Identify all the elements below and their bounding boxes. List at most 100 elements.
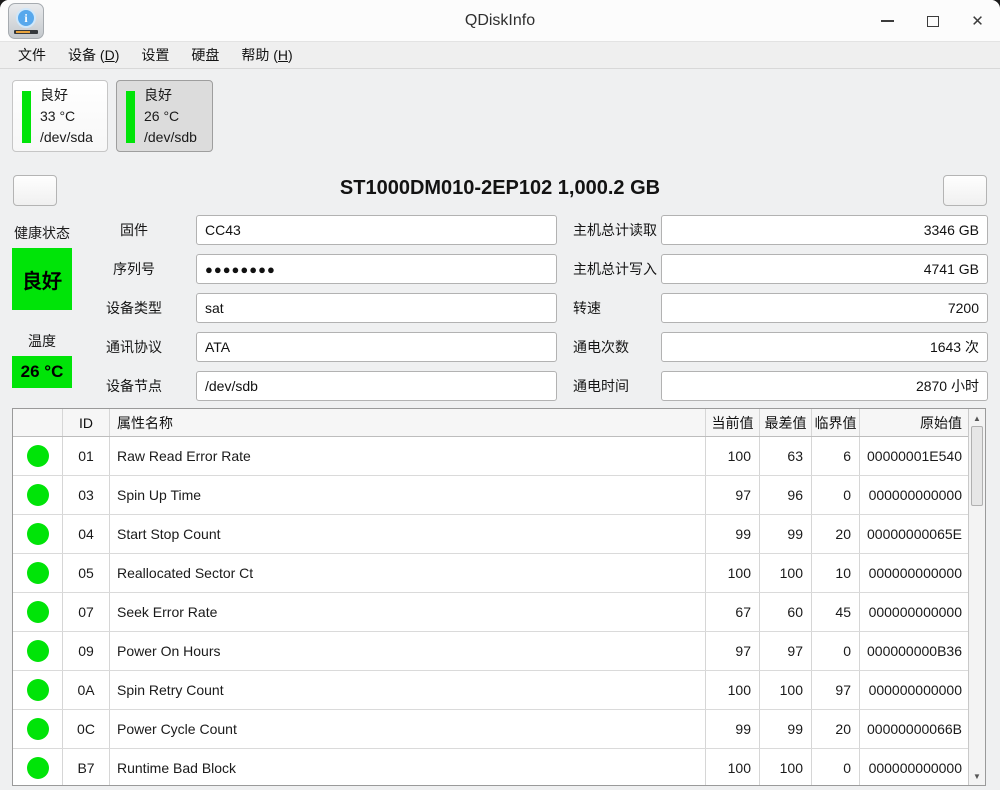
scroll-up-icon[interactable]: ▲ xyxy=(973,413,981,423)
menu-help-label: 帮助 ( xyxy=(241,47,278,63)
drive-device: /dev/sda xyxy=(40,129,93,145)
field-label: 固件 xyxy=(120,222,148,238)
cell-attribute-name: Power Cycle Count xyxy=(110,710,706,748)
status-dot-cell xyxy=(13,437,63,475)
drive-health-bar xyxy=(126,91,135,143)
menu-device[interactable]: 设备 (D) xyxy=(57,42,130,68)
cell-id: 09 xyxy=(63,632,110,670)
field-label: 通讯协议 xyxy=(106,339,162,355)
field-label: 通电次数 xyxy=(573,339,629,355)
header-threshold[interactable]: 临界值 xyxy=(812,409,860,436)
menu-file-label: 文件 xyxy=(18,47,46,63)
cell-current: 97 xyxy=(706,476,760,514)
status-dot-cell xyxy=(13,671,63,709)
minimize-button[interactable] xyxy=(865,0,910,42)
field-input[interactable] xyxy=(196,254,557,284)
cell-threshold: 0 xyxy=(812,476,860,514)
good-status-icon xyxy=(26,523,49,545)
status-dot-cell xyxy=(13,593,63,631)
cell-worst: 60 xyxy=(760,593,812,631)
drive-button-sdb[interactable]: 良好 26 °C /dev/sdb xyxy=(116,80,213,152)
field-input[interactable] xyxy=(661,215,988,245)
cell-threshold: 0 xyxy=(812,749,860,785)
field-input[interactable] xyxy=(196,293,557,323)
maximize-button[interactable] xyxy=(910,0,955,42)
drive-button-sda[interactable]: 良好 33 °C /dev/sda xyxy=(12,80,108,152)
smart-attribute-table: ID 属性名称 当前值 最差值 临界值 原始值 01 Raw Read Error… xyxy=(12,408,986,786)
header-raw-value[interactable]: 原始值 xyxy=(920,414,962,431)
prev-drive-button[interactable] xyxy=(13,175,57,206)
close-button[interactable]: ✕ xyxy=(955,0,1000,42)
cell-attribute-name: Start Stop Count xyxy=(110,515,706,553)
field-label: 序列号 xyxy=(113,261,155,277)
cell-current: 99 xyxy=(706,515,760,553)
table-row[interactable]: 01 Raw Read Error Rate 100 63 6 00000001E540 xyxy=(13,437,968,476)
cell-raw-value: 000000000000 xyxy=(868,760,962,776)
menu-help[interactable]: 帮助 (H) xyxy=(230,42,303,68)
status-dot-cell xyxy=(13,749,63,785)
table-row[interactable]: 09 Power On Hours 97 97 0 000000000B36 xyxy=(13,632,968,671)
health-status-badge[interactable]: 良好 xyxy=(12,248,72,310)
cell-id: 0A xyxy=(63,671,110,709)
cell-id: 05 xyxy=(63,554,110,592)
cell-raw-value: 00000000066B xyxy=(867,721,962,737)
cell-attribute-name: Seek Error Rate xyxy=(110,593,706,631)
menu-file[interactable]: 文件 xyxy=(7,42,57,68)
vertical-scrollbar[interactable]: ▲ ▼ xyxy=(968,409,985,785)
cell-raw-value: 000000000000 xyxy=(868,565,962,581)
scrollbar-thumb[interactable] xyxy=(971,426,983,506)
cell-threshold: 10 xyxy=(812,554,860,592)
cell-attribute-name: Power On Hours xyxy=(110,632,706,670)
menu-device-label: 设备 ( xyxy=(68,47,105,63)
table-row[interactable]: 0A Spin Retry Count 100 100 97 000000000000 xyxy=(13,671,968,710)
titlebar: i QDiskInfo ✕ xyxy=(0,0,1000,42)
next-drive-button[interactable] xyxy=(943,175,987,206)
header-id[interactable]: ID xyxy=(63,409,110,436)
cell-worst: 99 xyxy=(760,710,812,748)
menu-disk[interactable]: 硬盘 xyxy=(180,42,230,68)
field-input[interactable] xyxy=(661,332,988,362)
field-label: 设备类型 xyxy=(106,300,162,316)
cell-id: 0C xyxy=(63,710,110,748)
field-label: 转速 xyxy=(573,300,601,316)
cell-raw-value: 00000001E540 xyxy=(867,448,962,464)
field-input[interactable] xyxy=(196,332,557,362)
header-current[interactable]: 当前值 xyxy=(706,409,760,436)
menu-help-label-end: ) xyxy=(288,47,293,63)
field-input[interactable] xyxy=(661,254,988,284)
cell-current: 97 xyxy=(706,632,760,670)
scroll-down-icon[interactable]: ▼ xyxy=(973,771,981,781)
table-row[interactable]: 07 Seek Error Rate 67 60 45 000000000000 xyxy=(13,593,968,632)
header-attribute-name[interactable]: 属性名称 xyxy=(110,409,706,436)
field-input[interactable] xyxy=(196,371,557,401)
table-row[interactable]: 03 Spin Up Time 97 96 0 000000000000 xyxy=(13,476,968,515)
header-worst[interactable]: 最差值 xyxy=(760,409,812,436)
field-input[interactable] xyxy=(661,293,988,323)
minimize-icon xyxy=(881,20,894,22)
drive-status: 良好 xyxy=(40,87,68,103)
status-dot-cell xyxy=(13,632,63,670)
cell-current: 100 xyxy=(706,437,760,475)
cell-current: 100 xyxy=(706,554,760,592)
field-input[interactable] xyxy=(196,215,557,245)
header-status[interactable] xyxy=(13,409,63,436)
good-status-icon xyxy=(26,640,49,662)
cell-threshold: 6 xyxy=(812,437,860,475)
menu-disk-label: 硬盘 xyxy=(191,47,220,63)
menu-settings[interactable]: 设置 xyxy=(130,42,180,68)
field-input[interactable] xyxy=(661,371,988,401)
cell-current: 67 xyxy=(706,593,760,631)
maximize-icon xyxy=(926,15,939,27)
good-status-icon xyxy=(26,679,49,701)
cell-worst: 100 xyxy=(760,671,812,709)
cell-id: 04 xyxy=(63,515,110,553)
disk-icon-bar xyxy=(14,30,38,34)
table-row[interactable]: 05 Reallocated Sector Ct 100 100 10 000000000… xyxy=(13,554,968,593)
temperature-label: 温度 xyxy=(28,333,56,349)
status-dot-cell xyxy=(13,476,63,514)
cell-raw-value: 00000000065E xyxy=(867,526,962,542)
table-row[interactable]: 0C Power Cycle Count 99 99 20 00000000066B xyxy=(13,710,968,749)
table-row[interactable]: B7 Runtime Bad Block 100 100 0 000000000000 xyxy=(13,749,968,785)
table-row[interactable]: 04 Start Stop Count 99 99 20 00000000065E xyxy=(13,515,968,554)
good-status-icon xyxy=(26,757,49,779)
